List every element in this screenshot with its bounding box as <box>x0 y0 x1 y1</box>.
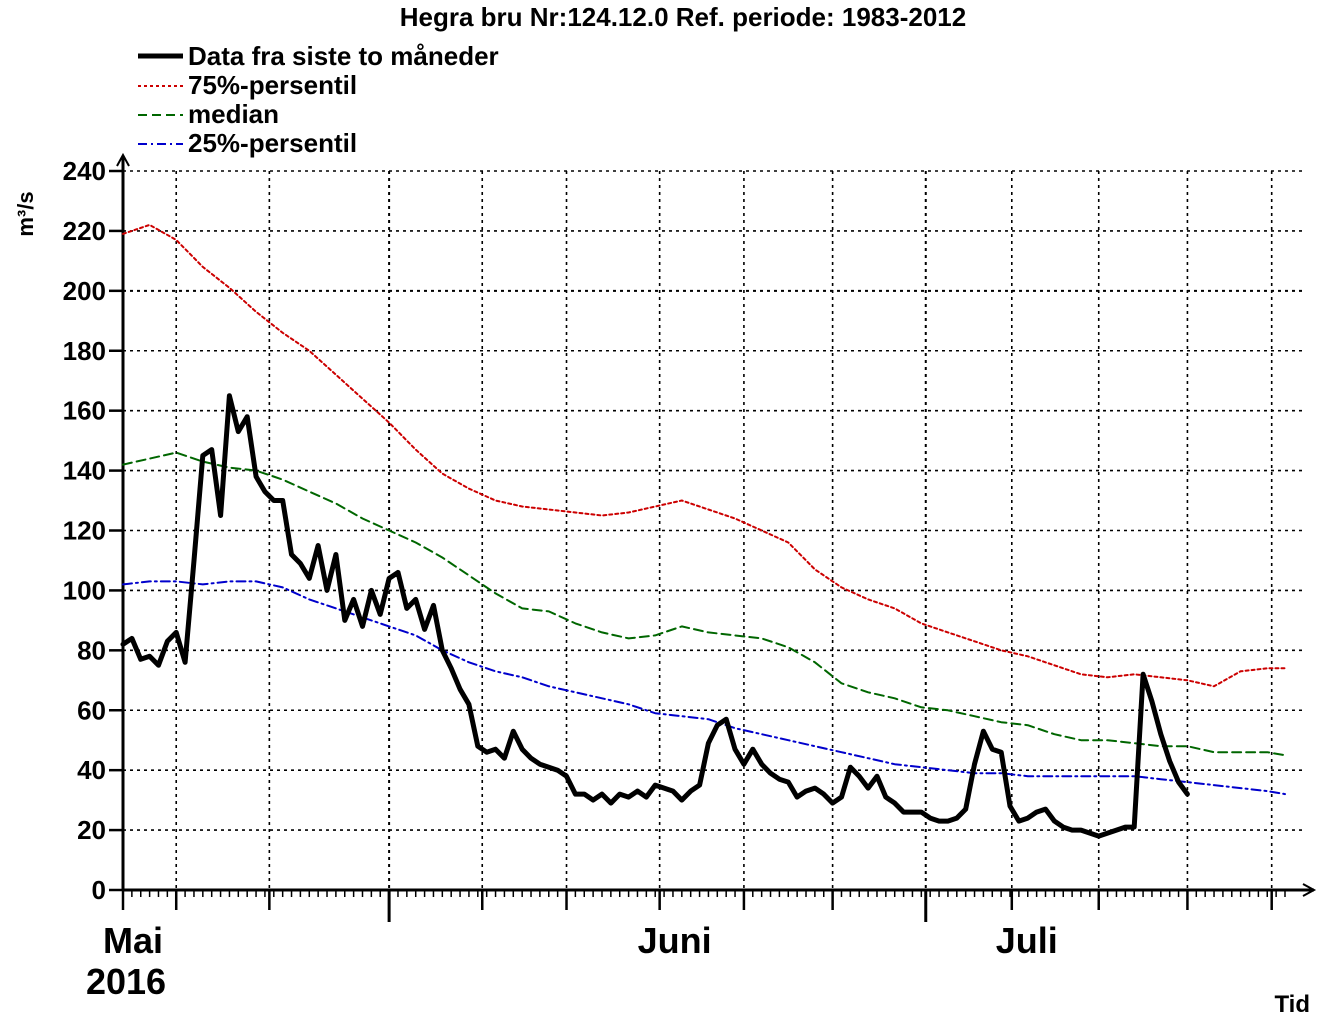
y-tick-label: 140 <box>63 456 106 486</box>
legend: Data fra siste to måneder 75%-persentil … <box>138 41 499 158</box>
y-tick-label: 60 <box>77 695 106 725</box>
y-tick-label: 180 <box>63 336 106 366</box>
y-tick-label: 120 <box>63 516 106 546</box>
y-axis-label: m³/s <box>13 191 38 236</box>
legend-label-p25: 25%-persentil <box>188 128 357 158</box>
y-axis-arrow <box>116 152 130 167</box>
y-tick-label: 0 <box>92 875 106 905</box>
legend-label-median: median <box>188 99 279 129</box>
y-tick-label: 240 <box>63 156 106 186</box>
month-label: Juni <box>638 920 712 961</box>
series-line-data <box>120 393 1190 839</box>
x-axis-label: Tid <box>1274 991 1310 1018</box>
y-tick-label: 20 <box>77 815 106 845</box>
series-line-p75 <box>122 223 1286 688</box>
month-label: Mai <box>103 920 163 961</box>
x-axis-arrow <box>1302 883 1317 897</box>
grid <box>123 170 1305 890</box>
axes <box>116 152 1317 897</box>
y-tick-label: 220 <box>63 216 106 246</box>
month-label: Juli <box>996 920 1058 961</box>
series-line-p25 <box>122 580 1286 796</box>
y-tick-label: 200 <box>63 276 106 306</box>
year-label: 2016 <box>86 961 166 1002</box>
y-tick-label: 160 <box>63 396 106 426</box>
legend-label-data: Data fra siste to måneder <box>188 41 499 71</box>
y-tick-label: 80 <box>77 635 106 665</box>
legend-label-p75: 75%-persentil <box>188 70 357 100</box>
series-lines <box>120 223 1286 839</box>
y-tick-label: 40 <box>77 755 106 785</box>
y-ticks: 0 20 40 60 80 100 120 140 160 180 200 220 240 <box>63 156 123 905</box>
y-tick-label: 100 <box>63 575 106 605</box>
chart-title: Hegra bru Nr:124.12.0 Ref. periode: 1983… <box>400 2 966 32</box>
series-line-median <box>122 451 1286 757</box>
x-ticks: Mai Juni Juli <box>103 890 1286 961</box>
